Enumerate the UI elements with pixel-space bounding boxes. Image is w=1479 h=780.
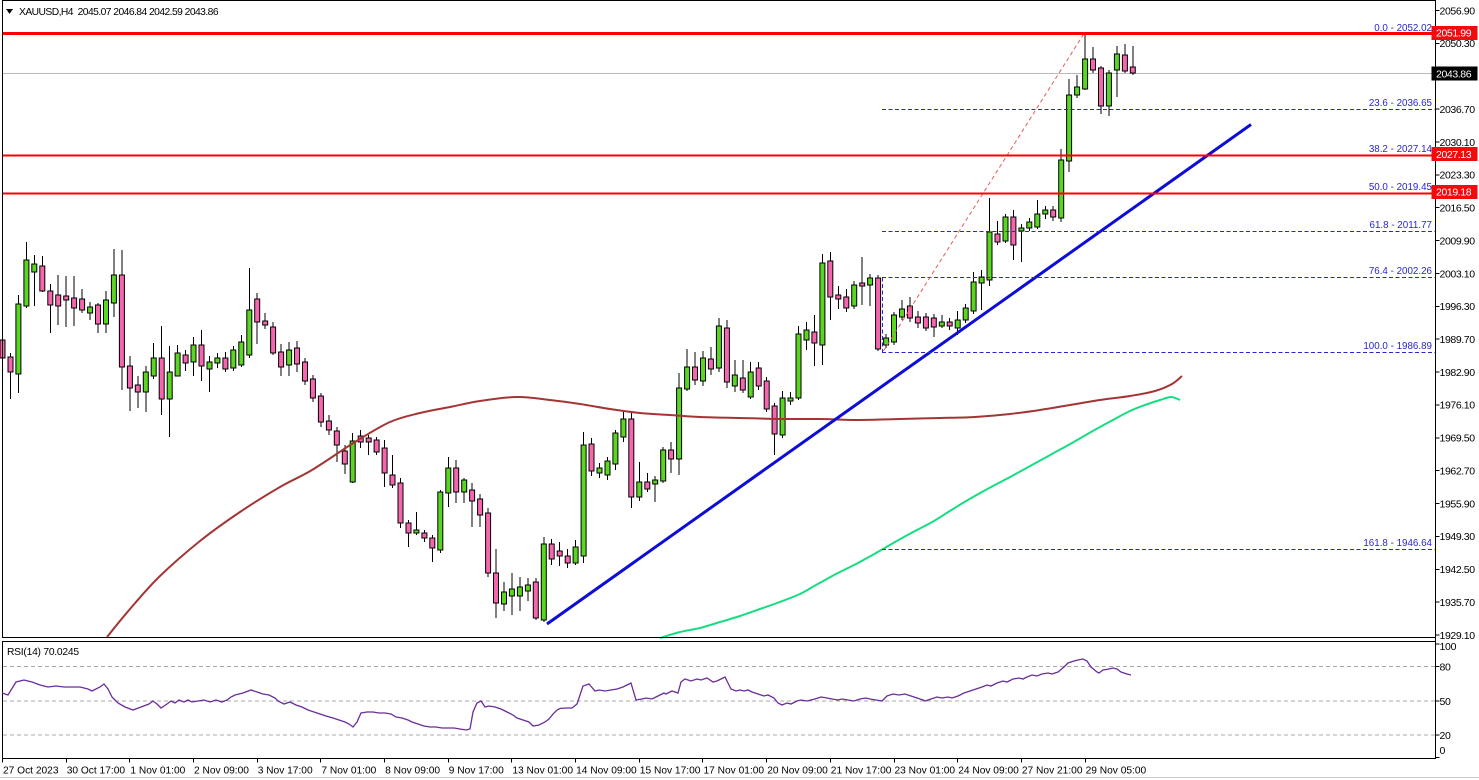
svg-text:1976.10: 1976.10 [1440, 400, 1476, 412]
svg-text:1969.50: 1969.50 [1440, 433, 1476, 445]
svg-text:1929.10: 1929.10 [1440, 630, 1476, 642]
svg-text:27 Oct 2023: 27 Oct 2023 [3, 766, 59, 777]
svg-text:2036.70: 2036.70 [1440, 104, 1476, 116]
svg-text:100.0 - 1986.89: 100.0 - 1986.89 [1363, 341, 1432, 352]
svg-text:2016.50: 2016.50 [1440, 203, 1476, 215]
svg-text:14 Nov 09:00: 14 Nov 09:00 [576, 766, 637, 777]
svg-text:15 Nov 17:00: 15 Nov 17:00 [640, 766, 701, 777]
svg-text:2056.90: 2056.90 [1440, 5, 1476, 17]
svg-text:1989.70: 1989.70 [1440, 334, 1476, 346]
svg-text:XAUUSD,H4 2045.07 2046.84 204: XAUUSD,H4 2045.07 2046.84 2042.59 2043.8… [19, 7, 219, 18]
svg-text:2030.10: 2030.10 [1440, 137, 1476, 149]
svg-text:1962.70: 1962.70 [1440, 466, 1476, 478]
svg-text:30 Oct 17:00: 30 Oct 17:00 [67, 766, 126, 777]
svg-text:1982.90: 1982.90 [1440, 367, 1476, 379]
svg-text:29 Nov 05:00: 29 Nov 05:00 [1086, 766, 1147, 777]
svg-text:21 Nov 17:00: 21 Nov 17:00 [831, 766, 892, 777]
svg-text:27 Nov 21:00: 27 Nov 21:00 [1022, 766, 1083, 777]
svg-text:76.4 - 2002.26: 76.4 - 2002.26 [1369, 266, 1433, 277]
svg-text:50: 50 [1440, 696, 1452, 708]
svg-text:23 Nov 01:00: 23 Nov 01:00 [895, 766, 956, 777]
svg-text:RSI(14) 70.0245: RSI(14) 70.0245 [7, 647, 79, 658]
svg-text:50.0 - 2019.45: 50.0 - 2019.45 [1369, 182, 1433, 193]
svg-text:24 Nov 09:00: 24 Nov 09:00 [958, 766, 1019, 777]
svg-text:2023.30: 2023.30 [1440, 170, 1476, 182]
svg-text:1935.70: 1935.70 [1440, 597, 1476, 609]
svg-text:1949.30: 1949.30 [1440, 531, 1476, 543]
svg-text:23.6 - 2036.65: 23.6 - 2036.65 [1369, 98, 1433, 109]
svg-text:3 Nov 17:00: 3 Nov 17:00 [258, 766, 313, 777]
svg-text:8 Nov 09:00: 8 Nov 09:00 [385, 766, 440, 777]
svg-text:2027.13: 2027.13 [1436, 149, 1472, 161]
svg-text:0: 0 [1440, 745, 1446, 757]
svg-text:1955.90: 1955.90 [1440, 498, 1476, 510]
svg-text:1996.30: 1996.30 [1440, 301, 1476, 313]
svg-text:80: 80 [1440, 662, 1452, 674]
svg-text:2003.10: 2003.10 [1440, 268, 1476, 280]
svg-text:100: 100 [1440, 641, 1457, 653]
svg-text:161.8 - 1946.64: 161.8 - 1946.64 [1363, 538, 1432, 549]
svg-text:13 Nov 01:00: 13 Nov 01:00 [512, 766, 573, 777]
svg-text:2050.30: 2050.30 [1440, 38, 1476, 50]
svg-text:1 Nov 01:00: 1 Nov 01:00 [130, 766, 185, 777]
svg-text:17 Nov 01:00: 17 Nov 01:00 [704, 766, 765, 777]
svg-text:38.2 - 2027.14: 38.2 - 2027.14 [1369, 144, 1433, 155]
svg-text:2009.90: 2009.90 [1440, 235, 1476, 247]
svg-text:2043.86: 2043.86 [1436, 68, 1472, 80]
svg-text:7 Nov 01:00: 7 Nov 01:00 [321, 766, 376, 777]
svg-text:9 Nov 17:00: 9 Nov 17:00 [449, 766, 504, 777]
svg-text:61.8 - 2011.77: 61.8 - 2011.77 [1370, 220, 1432, 231]
svg-text:2019.18: 2019.18 [1436, 187, 1472, 199]
svg-text:2 Nov 09:00: 2 Nov 09:00 [194, 766, 249, 777]
svg-text:20: 20 [1440, 730, 1452, 742]
svg-text:20 Nov 09:00: 20 Nov 09:00 [767, 766, 828, 777]
svg-text:1942.50: 1942.50 [1440, 564, 1476, 576]
svg-text:2051.99: 2051.99 [1436, 28, 1472, 40]
svg-text:0.0 - 2052.02: 0.0 - 2052.02 [1374, 23, 1432, 34]
